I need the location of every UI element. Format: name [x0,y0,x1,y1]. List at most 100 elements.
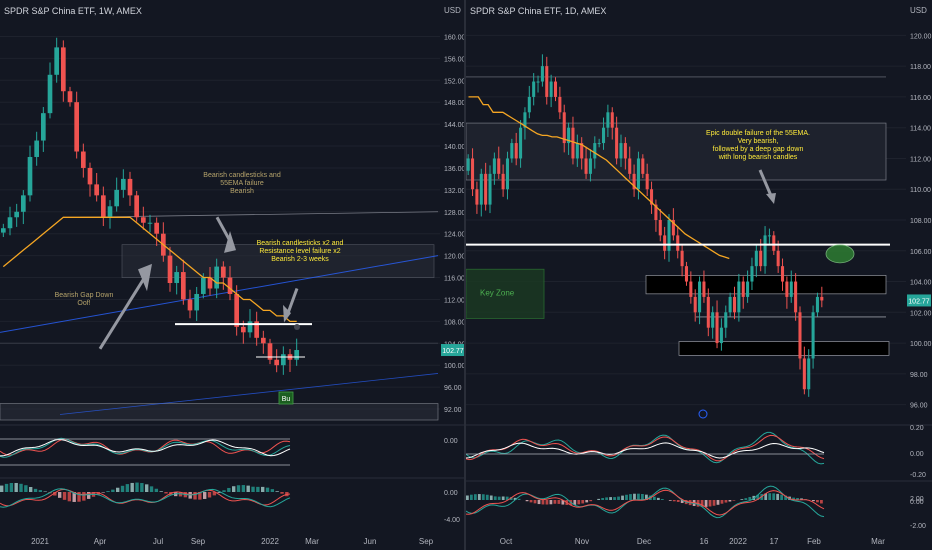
right-candle[interactable] [549,81,553,97]
right-candle[interactable] [562,112,566,144]
right-candle[interactable] [527,96,531,113]
trendline-lower[interactable] [59,373,439,415]
right-candle[interactable] [732,296,737,313]
right-candle[interactable] [663,235,667,251]
right-candle[interactable] [519,127,523,159]
right-candle[interactable] [575,143,579,159]
right-candle[interactable] [693,296,697,313]
right-candle[interactable] [724,312,728,328]
left-candle[interactable] [14,211,19,218]
right-candle[interactable] [610,112,614,128]
right-candle[interactable] [789,281,793,297]
right-candle[interactable] [763,235,767,267]
right-candle[interactable] [553,81,558,97]
right-candle[interactable] [728,296,732,313]
left-candle[interactable] [134,195,139,218]
resistance-zone[interactable] [466,122,887,181]
left-candle[interactable] [247,321,253,333]
right-candle[interactable] [785,281,789,297]
right-candle[interactable] [754,250,758,267]
right-candle[interactable] [623,143,627,159]
right-candle[interactable] [488,173,492,205]
price-tag[interactable] [441,344,465,357]
left-candle[interactable] [47,74,53,114]
key-zone[interactable] [466,268,545,319]
left-candle[interactable] [167,255,173,284]
right-candle[interactable] [811,312,815,359]
right-candle[interactable] [654,204,658,220]
right-candle[interactable] [615,127,619,159]
right-candle[interactable] [580,143,584,159]
left-candle[interactable] [227,277,233,294]
left-candle[interactable] [101,195,106,218]
right-candle[interactable] [750,266,754,282]
event-marker-icon[interactable] [698,409,708,419]
right-candle[interactable] [645,173,649,190]
left-candle[interactable] [194,293,199,311]
demand-zone[interactable] [678,341,890,356]
right-candle[interactable] [492,158,496,174]
right-candle[interactable] [676,235,680,251]
right-candle[interactable] [715,312,719,344]
right-candle[interactable] [505,158,510,190]
supply-zone[interactable] [645,275,887,295]
right-candle[interactable] [588,158,592,174]
right-candle[interactable] [719,327,723,344]
left-candle[interactable] [67,91,73,103]
right-candle[interactable] [593,143,597,159]
left-candle[interactable] [94,184,99,196]
right-candle[interactable] [584,158,588,174]
left-candle[interactable] [61,47,66,92]
right-candle[interactable] [510,143,514,159]
left-candle[interactable] [281,354,286,366]
left-candle[interactable] [274,359,279,366]
left-candle[interactable] [54,47,59,75]
price-tag[interactable] [907,294,931,307]
right-candle[interactable] [807,358,811,390]
left-candle[interactable] [221,266,226,278]
right-candle[interactable] [636,158,640,190]
left-candle[interactable] [207,277,213,289]
left-candle[interactable] [7,217,13,229]
right-candle[interactable] [776,250,780,267]
right-candle[interactable] [641,158,645,174]
alert-marker-icon[interactable] [294,324,300,330]
right-candle[interactable] [746,281,750,297]
left-candle[interactable] [141,217,146,223]
resistance-zone[interactable] [121,244,435,278]
right-candle[interactable] [619,143,623,159]
right-candle[interactable] [711,312,715,328]
left-candle[interactable] [294,350,299,360]
right-candle[interactable] [571,127,575,159]
right-candle[interactable] [601,127,606,144]
left-candle[interactable] [41,113,46,141]
trendline-upper[interactable] [0,255,439,333]
right-candle[interactable] [475,189,479,205]
right-candle[interactable] [737,281,741,313]
right-candle[interactable] [514,143,518,159]
right-candle[interactable] [650,189,654,205]
right-candle[interactable] [632,173,636,190]
right-candle[interactable] [471,158,475,190]
left-candle[interactable] [147,222,153,224]
right-candle[interactable] [497,158,501,174]
right-candle[interactable] [667,220,671,251]
right-candle[interactable] [523,112,527,128]
right-candle[interactable] [606,112,610,128]
right-candle[interactable] [794,281,798,313]
right-candle[interactable] [628,158,632,174]
target-ellipse[interactable] [825,244,855,264]
left-chart-panel[interactable]: 160.00 156.00 152.00 148.00 144.00 140.00 136.… [0,0,466,550]
left-candle[interactable] [81,151,86,168]
left-candle[interactable] [261,337,266,344]
right-chart-panel[interactable]: 120.00 118.00 116.00 114.00 112.00 110.00 108.… [466,0,932,550]
right-candle[interactable] [767,235,771,237]
left-candle[interactable] [87,167,93,185]
right-candle[interactable] [466,158,470,171]
right-candle[interactable] [698,281,702,313]
right-candle[interactable] [567,127,571,144]
left-candle[interactable] [181,272,186,300]
right-chart-svg[interactable]: 120.00 118.00 116.00 114.00 112.00 110.00 108.… [466,0,932,550]
right-candle[interactable] [820,296,824,301]
right-candle[interactable] [706,296,710,328]
